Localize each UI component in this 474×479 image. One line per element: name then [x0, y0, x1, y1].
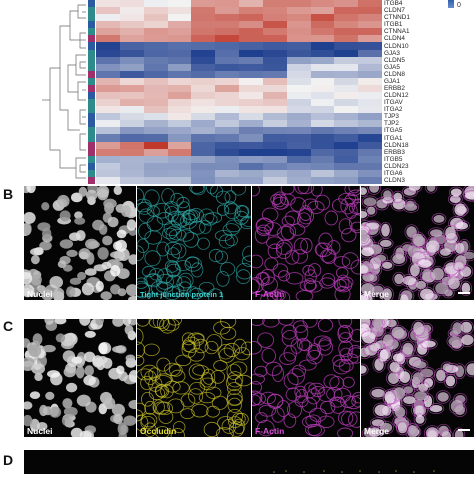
micro-tile-4: Merge — [361, 319, 474, 437]
color-legend-tick: 0 — [457, 2, 461, 9]
panel-d-image-strip — [24, 450, 474, 474]
micro-tile-2: Tight junction protein 1 — [137, 186, 251, 300]
channel-label: Tight junction protein 1 — [140, 290, 223, 299]
heatmap-cell — [311, 177, 335, 184]
gene-label: CLDN3 — [384, 177, 405, 184]
scale-bar — [458, 429, 470, 431]
gene-label: GJA5 — [384, 64, 400, 71]
color-legend-bar — [448, 0, 454, 8]
channel-label: Occludin — [140, 426, 176, 436]
micro-tile-1: Nuclei — [24, 186, 136, 300]
gene-label: ERBB3 — [384, 149, 405, 156]
gene-label: TJP2 — [384, 120, 399, 127]
gene-label: ITGA2 — [384, 106, 402, 113]
panel-d-signal-dots — [24, 450, 474, 474]
micro-tile-3: F-Actin — [252, 186, 360, 300]
micro-tile-1: Nuclei — [24, 319, 136, 437]
gene-label: CTNND1 — [384, 14, 410, 21]
heatmap-cell — [334, 177, 358, 184]
gene-label: ITGA6 — [384, 170, 402, 177]
channel-label: F-Actin — [255, 289, 284, 299]
channel-label: Merge — [364, 426, 389, 436]
gene-label: CLDN23 — [384, 163, 409, 170]
micro-tile-4: Merge — [361, 186, 474, 300]
heatmap-cell — [239, 177, 263, 184]
channel-label: Merge — [364, 289, 389, 299]
heatmap-dendrogram — [40, 0, 88, 190]
gene-label: ITGB5 — [384, 156, 402, 163]
heatmap-cell — [358, 177, 382, 184]
gene-label: GJA3 — [384, 50, 400, 57]
gene-label: GJA1 — [384, 78, 400, 85]
gene-label: ITGA5 — [384, 127, 402, 134]
gene-label: CLDN10 — [384, 43, 409, 50]
heatmap-cell — [287, 177, 311, 184]
gene-label: CLDN7 — [384, 7, 405, 14]
gene-label: CLDN5 — [384, 57, 405, 64]
panel-letter-b: B — [3, 186, 13, 202]
heatmap-cell — [191, 177, 215, 184]
heatmap-cell — [263, 177, 287, 184]
channel-label: Nuclei — [27, 289, 53, 299]
gene-label: CLDN12 — [384, 92, 409, 99]
gene-label: ITGB1 — [384, 21, 402, 28]
panel-letter-c: C — [3, 318, 13, 334]
heatmap-cell — [168, 177, 192, 184]
gene-label: CTNNA1 — [384, 28, 410, 35]
scale-bar — [458, 292, 470, 294]
panel-letter-d: D — [3, 452, 13, 468]
gene-label: CLDN18 — [384, 142, 409, 149]
gene-label: ITGA1 — [384, 135, 402, 142]
gene-label: ITGAV — [384, 99, 403, 106]
heatmap-cell — [96, 177, 120, 184]
micro-tile-3: F-Actin — [252, 319, 360, 437]
gene-label: ITGB4 — [384, 0, 402, 7]
gene-label: TJP3 — [384, 113, 399, 120]
gene-label: CLDN8 — [384, 71, 405, 78]
channel-label: Nuclei — [27, 426, 53, 436]
micro-tile-2: Occludin — [137, 319, 251, 437]
heatmap-cell — [215, 177, 239, 184]
heatmap-grid — [96, 0, 382, 184]
annotation-cell — [88, 177, 95, 184]
heatmap-cell — [144, 177, 168, 184]
channel-label: F-Actin — [255, 426, 284, 436]
gene-label: CLDN4 — [384, 35, 405, 42]
heatmap-annotation-column — [88, 0, 95, 184]
heatmap-cell — [120, 177, 144, 184]
gene-label: ERBB2 — [384, 85, 405, 92]
